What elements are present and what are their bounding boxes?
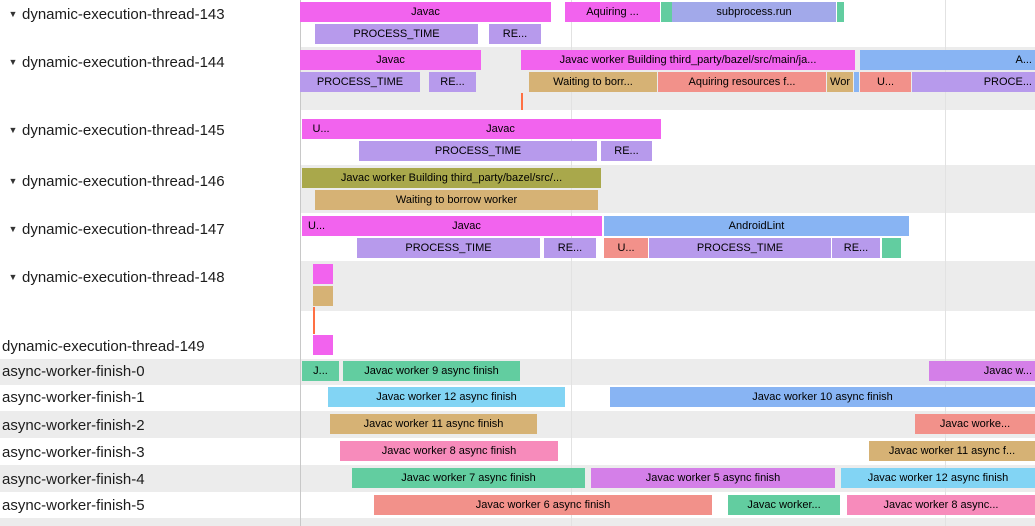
track-header-dynamic-execution-thread-143[interactable]: ▼ dynamic-execution-thread-143 (0, 4, 296, 24)
trace-slice[interactable]: subprocess.run (672, 2, 836, 22)
track-header-async-worker-finish-0[interactable]: async-worker-finish-0 (0, 361, 298, 381)
trace-slice[interactable]: PROCESS_TIME (359, 141, 597, 161)
track-name: dynamic-execution-thread-143 (22, 5, 225, 23)
track-band (300, 261, 1035, 311)
trace-slice[interactable]: Javac worker 7 async finish (352, 468, 585, 488)
trace-slice[interactable]: PROCESS_TIME (315, 24, 478, 44)
trace-slice[interactable]: PROCESS_TIME (357, 238, 540, 258)
time-gridline (945, 0, 946, 526)
trace-slice[interactable]: A... (860, 50, 1035, 70)
collapse-triangle-icon[interactable]: ▼ (8, 57, 18, 67)
trace-slice[interactable]: Javac worker 6 async finish (374, 495, 712, 515)
trace-slice[interactable]: Javac (331, 216, 602, 236)
trace-slice[interactable]: Javac worker Building third_party/bazel/… (521, 50, 855, 70)
trace-slice[interactable]: RE... (601, 141, 652, 161)
trace-slice[interactable]: Javac worke... (915, 414, 1035, 434)
trace-slice[interactable]: Javac worker Building third_party/bazel/… (302, 168, 601, 188)
trace-slice[interactable]: AndroidLint (604, 216, 909, 236)
trace-slice[interactable]: U... (302, 216, 331, 236)
trace-slice[interactable]: RE... (832, 238, 880, 258)
time-gridline (571, 0, 572, 526)
trace-slice[interactable]: PROCE... (912, 72, 1035, 92)
trace-slice[interactable]: Javac worker 5 async finish (591, 468, 835, 488)
trace-slice[interactable] (882, 238, 901, 258)
trace-slice[interactable]: PROCESS_TIME (300, 72, 420, 92)
flow-event-marker (521, 93, 523, 110)
trace-slice[interactable]: Javac (300, 2, 551, 22)
track-name: dynamic-execution-thread-144 (22, 53, 225, 71)
collapse-triangle-icon[interactable]: ▼ (8, 125, 18, 135)
track-name: async-worker-finish-0 (2, 362, 145, 380)
trace-slice[interactable]: Javac (300, 50, 481, 70)
track-header-dynamic-execution-thread-147[interactable]: ▼ dynamic-execution-thread-147 (0, 219, 296, 239)
trace-slice[interactable]: Javac worker 8 async finish (340, 441, 558, 461)
track-name: dynamic-execution-thread-147 (22, 220, 225, 238)
track-header-async-worker-finish-4[interactable]: async-worker-finish-4 (0, 469, 298, 489)
track-band (0, 333, 1035, 359)
trace-slice[interactable]: U... (302, 119, 340, 139)
trace-slice[interactable]: U... (860, 72, 911, 92)
trace-slice[interactable]: U... (604, 238, 648, 258)
track-name: async-worker-finish-3 (2, 443, 145, 461)
track-name: async-worker-finish-1 (2, 388, 145, 406)
track-header-async-worker-finish-3[interactable]: async-worker-finish-3 (0, 442, 298, 462)
collapse-triangle-icon[interactable]: ▼ (8, 272, 18, 282)
track-name: dynamic-execution-thread-149 (2, 337, 205, 355)
sidebar-divider (300, 0, 301, 526)
trace-slice[interactable]: RE... (489, 24, 541, 44)
track-header-dynamic-execution-thread-149[interactable]: dynamic-execution-thread-149 (0, 336, 298, 356)
track-header-dynamic-execution-thread-145[interactable]: ▼ dynamic-execution-thread-145 (0, 120, 296, 140)
trace-slice[interactable]: Aquiring resources f... (658, 72, 826, 92)
trace-slice[interactable]: Aquiring ... (565, 2, 660, 22)
track-header-dynamic-execution-thread-144[interactable]: ▼ dynamic-execution-thread-144 (0, 52, 296, 72)
track-header-async-worker-finish-1[interactable]: async-worker-finish-1 (0, 387, 298, 407)
collapse-triangle-icon[interactable]: ▼ (8, 176, 18, 186)
trace-slice[interactable]: Waiting to borrow worker (315, 190, 598, 210)
track-band (0, 311, 1035, 333)
trace-slice[interactable]: RE... (544, 238, 596, 258)
trace-slice[interactable]: Javac w... (929, 361, 1035, 381)
trace-slice[interactable]: Javac worker 10 async finish (610, 387, 1035, 407)
flow-event-marker (313, 307, 315, 334)
track-name: async-worker-finish-4 (2, 470, 145, 488)
trace-slice[interactable] (313, 286, 333, 306)
trace-slice[interactable]: Javac worker 9 async finish (343, 361, 520, 381)
trace-slice[interactable]: RE... (429, 72, 476, 92)
track-name: async-worker-finish-5 (2, 496, 145, 514)
trace-slice[interactable] (854, 72, 859, 92)
track-header-dynamic-execution-thread-148[interactable]: ▼ dynamic-execution-thread-148 (0, 267, 296, 287)
trace-slice[interactable]: Javac worker 11 async finish (330, 414, 537, 434)
trace-slice[interactable] (661, 2, 672, 22)
trace-slice[interactable]: Javac worker... (728, 495, 840, 515)
track-name: dynamic-execution-thread-146 (22, 172, 225, 190)
trace-slice[interactable]: Javac (340, 119, 661, 139)
trace-slice[interactable]: Javac worker 12 async finish (328, 387, 565, 407)
trace-slice[interactable] (313, 335, 333, 355)
track-name: dynamic-execution-thread-148 (22, 268, 225, 286)
trace-slice[interactable]: Wor (827, 72, 853, 92)
track-band (0, 518, 1035, 526)
trace-slice[interactable] (837, 2, 844, 22)
track-header-async-worker-finish-5[interactable]: async-worker-finish-5 (0, 495, 298, 515)
trace-slice[interactable] (313, 264, 333, 284)
track-header-dynamic-execution-thread-146[interactable]: ▼ dynamic-execution-thread-146 (0, 171, 296, 191)
trace-slice[interactable]: Javac worker 8 async... (847, 495, 1035, 515)
trace-slice[interactable]: PROCESS_TIME (649, 238, 831, 258)
track-name: async-worker-finish-2 (2, 416, 145, 434)
trace-slice[interactable]: Javac worker 11 async f... (869, 441, 1035, 461)
collapse-triangle-icon[interactable]: ▼ (8, 9, 18, 19)
track-header-async-worker-finish-2[interactable]: async-worker-finish-2 (0, 415, 298, 435)
trace-slice[interactable]: Waiting to borr... (529, 72, 657, 92)
collapse-triangle-icon[interactable]: ▼ (8, 224, 18, 234)
track-name: dynamic-execution-thread-145 (22, 121, 225, 139)
trace-slice[interactable]: Javac worker 12 async finish (841, 468, 1035, 488)
trace-slice[interactable]: J... (302, 361, 339, 381)
